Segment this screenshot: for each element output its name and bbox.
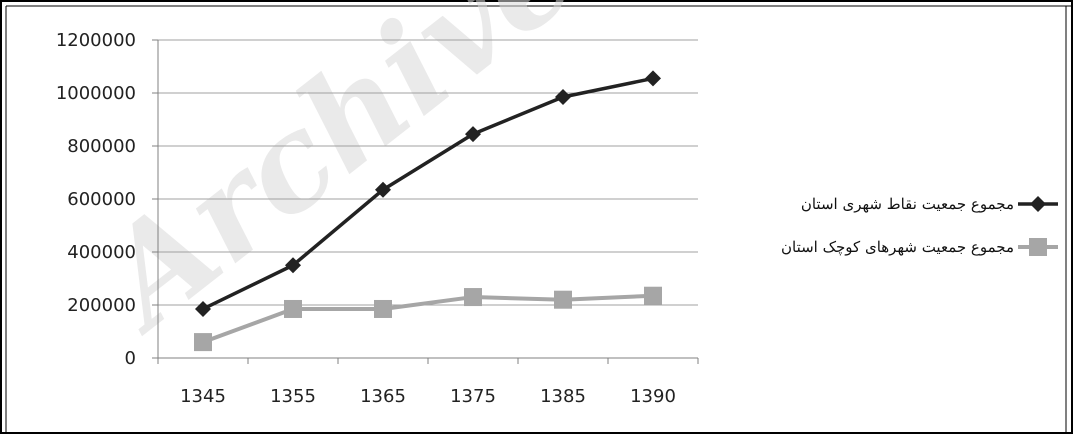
x-tick-label: 1355 (270, 386, 316, 407)
data-point-series-1 (645, 70, 661, 87)
data-point-series-1 (195, 300, 211, 317)
x-tick-label: 1385 (540, 386, 586, 407)
data-point-series-2 (194, 333, 212, 352)
grid-lines (158, 39, 698, 306)
legend-label: مجموع جمعیت نقاط شهری استان (801, 195, 1014, 213)
y-tick-label: 0 (125, 348, 136, 369)
data-point-series-1 (465, 126, 481, 143)
legend-key-marker (1029, 238, 1047, 256)
data-point-series-2 (284, 299, 302, 318)
legend-key-marker (1030, 196, 1046, 212)
series-line-2 (202, 293, 654, 344)
series-line-1 (202, 76, 654, 311)
legend: مجموع جمعیت نقاط شهری استان مجموع جمعیت ش… (781, 195, 1058, 256)
y-tick-label: 600000 (67, 189, 136, 210)
data-point-series-1 (555, 88, 571, 105)
data-point-series-2 (644, 286, 662, 305)
y-tick-label: 1200000 (56, 30, 136, 51)
data-point-series-1 (285, 257, 301, 274)
data-point-series-2 (554, 290, 572, 309)
data-point-series-2 (374, 299, 392, 318)
x-tick-label: 1375 (450, 386, 496, 407)
x-tick-label: 1365 (360, 386, 406, 407)
y-tick-label: 800000 (67, 136, 136, 157)
y-tick-label: 400000 (67, 242, 136, 263)
data-point-series-2 (464, 288, 482, 307)
series-group (194, 70, 662, 352)
y-axis-ticks: 0 200000 400000 600000 800000 1000000 1200000 (56, 30, 158, 369)
x-tick-label: 1345 (180, 386, 226, 407)
y-tick-label: 200000 (67, 295, 136, 316)
x-tick-label: 1390 (630, 386, 676, 407)
y-tick-label: 1000000 (56, 83, 136, 104)
legend-label: مجموع جمعیت شهرهای کوچک استان (781, 238, 1014, 256)
data-point-series-1 (375, 181, 391, 198)
x-axis-ticks: 1345 1355 1365 1375 1385 1390 (157, 358, 699, 407)
